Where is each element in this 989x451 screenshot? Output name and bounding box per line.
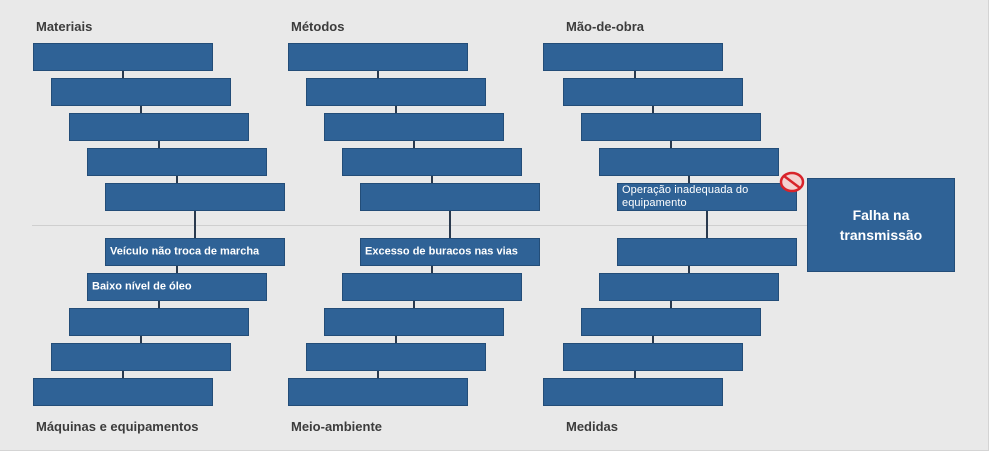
cause-box-labor-3[interactable] (581, 113, 761, 141)
connector (158, 301, 160, 309)
cause-box-materials-3[interactable] (69, 113, 249, 141)
connector (706, 210, 708, 238)
cause-box-methods-5[interactable] (360, 183, 540, 211)
cause-box-materials-1[interactable] (33, 43, 213, 71)
connector (670, 301, 672, 309)
effect-box[interactable]: Falha na transmissão (807, 178, 955, 272)
cause-text-labor-1: Operação inadequada do equipamento (622, 184, 749, 209)
cause-box-environment-1[interactable]: Excesso de buracos nas vias (360, 238, 540, 266)
category-methods-label: Métodos (291, 19, 345, 34)
cause-box-labor-4[interactable] (599, 148, 779, 176)
cause-box-machines-2[interactable]: Baixo nível de óleo (87, 273, 267, 301)
connector (413, 301, 415, 309)
cause-box-measures-5[interactable] (543, 378, 723, 406)
cause-box-machines-3[interactable] (69, 308, 249, 336)
category-environment-label: Meio-ambiente (291, 419, 383, 434)
cause-box-environment-2[interactable] (342, 273, 522, 301)
connector (449, 210, 451, 238)
connector (634, 371, 636, 379)
cause-box-measures-3[interactable] (581, 308, 761, 336)
category-labor-label: Mão-de-obra (566, 19, 644, 34)
connector (688, 175, 690, 183)
cause-box-materials-4[interactable] (87, 148, 267, 176)
connector (158, 140, 160, 148)
cause-text-machines-2: Baixo nível de óleo (92, 280, 192, 293)
connector (176, 266, 178, 274)
cause-box-materials-2[interactable] (51, 78, 231, 106)
cause-box-labor-5[interactable]: Operação inadequada do equipamento (617, 183, 797, 211)
connector (431, 175, 433, 183)
cause-box-methods-3[interactable] (324, 113, 504, 141)
connector (413, 140, 415, 148)
connector (688, 266, 690, 274)
connector (377, 371, 379, 379)
cause-box-measures-2[interactable] (599, 273, 779, 301)
connector (194, 210, 196, 238)
connector (431, 266, 433, 274)
effect-text: Falha na transmissão (839, 207, 923, 243)
category-materials-label: Materiais (36, 19, 93, 34)
connector (140, 105, 142, 113)
connector (122, 371, 124, 379)
connector (140, 336, 142, 344)
cause-box-machines-1[interactable]: Veículo não troca de marcha (105, 238, 285, 266)
connector (122, 70, 124, 78)
connector (395, 105, 397, 113)
no-entry-icon[interactable] (779, 171, 805, 193)
connector (652, 336, 654, 344)
connector (176, 175, 178, 183)
cause-box-methods-2[interactable] (306, 78, 486, 106)
cause-box-labor-2[interactable] (563, 78, 743, 106)
connector (652, 105, 654, 113)
cause-box-environment-4[interactable] (306, 343, 486, 371)
cause-box-machines-5[interactable] (33, 378, 213, 406)
spine-line (32, 225, 808, 226)
connector (634, 70, 636, 78)
cause-box-methods-4[interactable] (342, 148, 522, 176)
cause-box-environment-5[interactable] (288, 378, 468, 406)
connector (377, 70, 379, 78)
cause-box-methods-1[interactable] (288, 43, 468, 71)
cause-box-environment-3[interactable] (324, 308, 504, 336)
category-measures-label: Medidas (566, 419, 619, 434)
cause-box-measures-1[interactable] (617, 238, 797, 266)
cause-box-machines-4[interactable] (51, 343, 231, 371)
connector (395, 336, 397, 344)
cause-text-environment-1: Excesso de buracos nas vias (365, 245, 518, 258)
category-machines-label: Máquinas e equipamentos (36, 419, 199, 434)
cause-box-materials-5[interactable] (105, 183, 285, 211)
cause-box-labor-1[interactable] (543, 43, 723, 71)
cause-box-measures-4[interactable] (563, 343, 743, 371)
connector (670, 140, 672, 148)
cause-text-machines-1: Veículo não troca de marcha (110, 245, 260, 258)
